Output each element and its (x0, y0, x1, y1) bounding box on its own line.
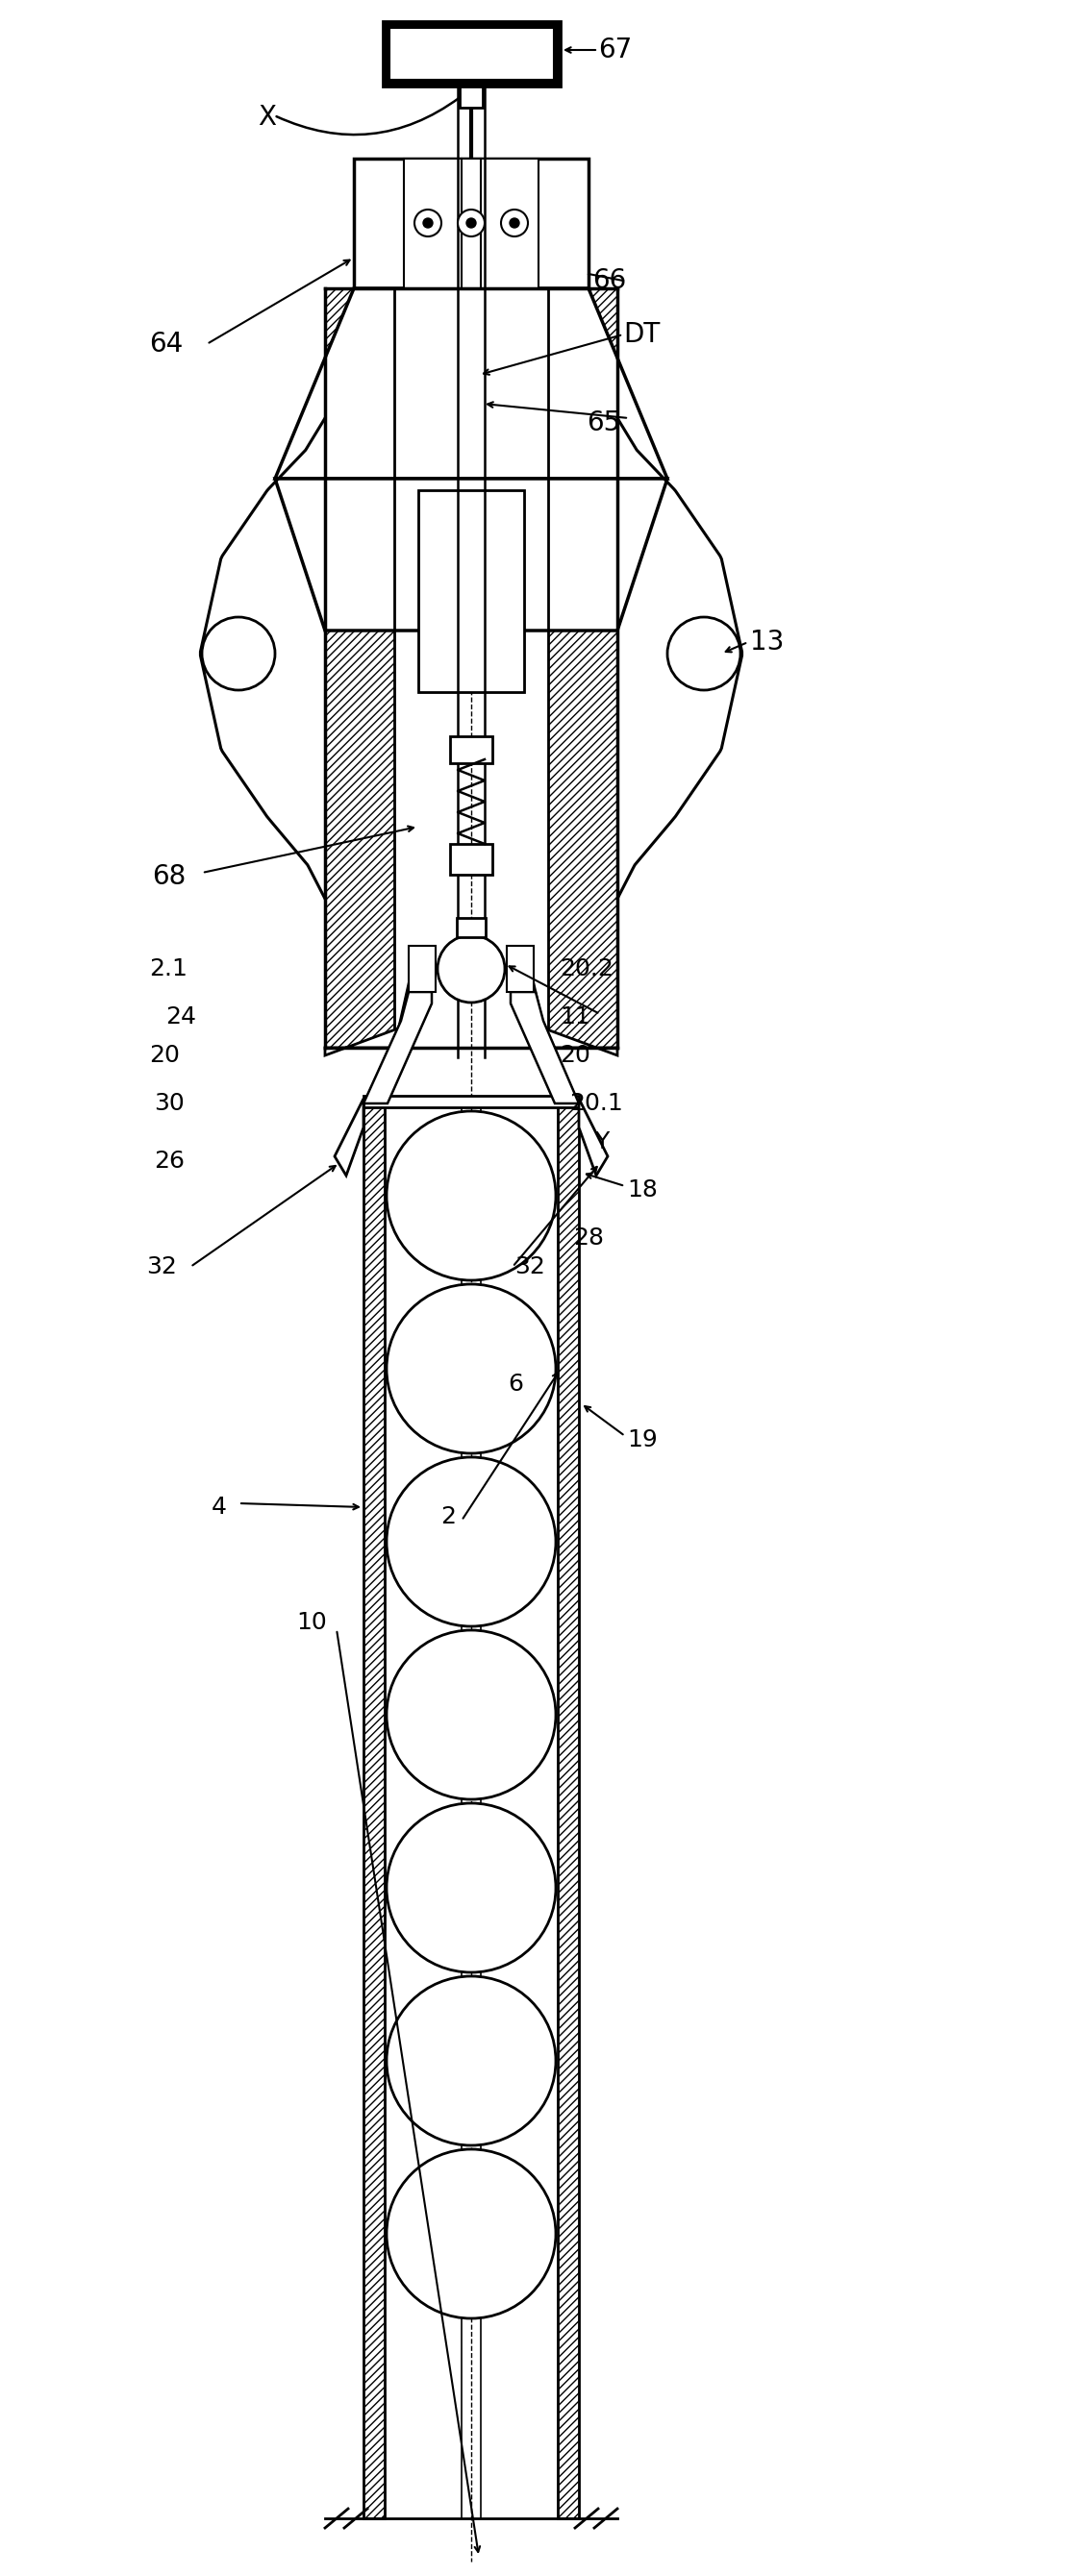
Text: 18: 18 (627, 1177, 658, 1200)
Circle shape (387, 1803, 556, 1973)
Text: 24: 24 (166, 1005, 196, 1028)
Polygon shape (363, 992, 432, 1103)
Circle shape (668, 618, 740, 690)
Text: 30: 30 (154, 1092, 184, 1115)
Bar (558, 1103, 578, 2519)
Polygon shape (510, 992, 578, 1103)
Text: 64: 64 (149, 330, 183, 358)
Bar (408, 945, 435, 992)
Polygon shape (510, 992, 578, 1103)
Text: 32: 32 (146, 1255, 177, 1278)
Text: 4: 4 (211, 1497, 227, 1520)
Text: 10: 10 (296, 1610, 326, 1633)
Polygon shape (578, 1097, 607, 1175)
Bar (558, 1103, 578, 2519)
Bar (382, 21, 561, 88)
Text: 13: 13 (750, 629, 784, 654)
Text: 26: 26 (154, 1149, 184, 1172)
Text: 68: 68 (152, 863, 186, 891)
Bar (354, 160, 404, 289)
Text: DT: DT (624, 322, 660, 348)
Circle shape (458, 209, 485, 237)
Polygon shape (538, 289, 668, 479)
Bar (404, 160, 538, 289)
Text: 2: 2 (440, 1504, 456, 1528)
Polygon shape (275, 479, 668, 631)
Text: 65: 65 (587, 410, 620, 435)
Polygon shape (526, 951, 617, 1056)
Text: 11: 11 (560, 1005, 590, 1028)
Bar (325, 289, 394, 1048)
Bar (548, 289, 617, 1048)
Bar (325, 289, 394, 1048)
Circle shape (466, 219, 476, 227)
Bar (363, 1095, 578, 1108)
Text: 6: 6 (507, 1373, 523, 1396)
Bar (363, 1103, 384, 2519)
Bar (450, 845, 492, 876)
Polygon shape (578, 1097, 607, 1175)
Polygon shape (354, 160, 588, 289)
Circle shape (387, 1458, 556, 1625)
Circle shape (423, 219, 433, 227)
Circle shape (509, 219, 519, 227)
Circle shape (415, 209, 442, 237)
Text: Y: Y (595, 1131, 609, 1154)
Circle shape (501, 209, 528, 237)
Bar (390, 28, 554, 80)
Polygon shape (335, 1097, 363, 1175)
Text: 20.1: 20.1 (570, 1092, 623, 1115)
Bar (418, 489, 524, 693)
Text: 28: 28 (573, 1226, 604, 1249)
Circle shape (437, 935, 505, 1002)
Polygon shape (275, 289, 668, 479)
Polygon shape (275, 479, 342, 631)
Polygon shape (526, 951, 617, 1056)
Polygon shape (325, 951, 417, 1056)
Polygon shape (600, 479, 668, 631)
Polygon shape (325, 951, 417, 1056)
Circle shape (387, 1110, 556, 1280)
Polygon shape (363, 992, 432, 1103)
Bar (418, 489, 524, 693)
Bar (538, 160, 588, 289)
Circle shape (387, 1285, 556, 1453)
Bar (507, 945, 534, 992)
Circle shape (387, 1631, 556, 1801)
Text: 67: 67 (598, 36, 632, 64)
Text: 20: 20 (149, 1043, 180, 1066)
Bar (548, 289, 617, 1048)
Text: 19: 19 (627, 1427, 657, 1450)
Text: X: X (257, 103, 276, 131)
Bar (460, 88, 482, 108)
Text: 2.1: 2.1 (149, 958, 187, 981)
Bar (450, 737, 492, 762)
Text: 32: 32 (515, 1255, 545, 1278)
Circle shape (387, 1976, 556, 2146)
Polygon shape (335, 1097, 363, 1175)
Bar (457, 917, 486, 938)
Circle shape (202, 618, 275, 690)
Text: 66: 66 (592, 268, 626, 294)
Polygon shape (275, 289, 404, 479)
Text: 20: 20 (560, 1043, 590, 1066)
Circle shape (387, 2148, 556, 2318)
Text: 20.2: 20.2 (560, 958, 614, 981)
Bar (363, 1103, 384, 2519)
